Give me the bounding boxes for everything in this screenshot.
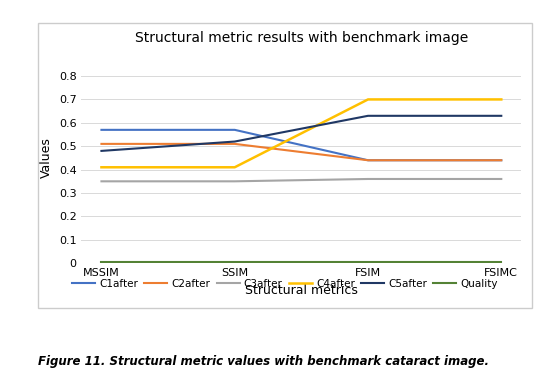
C4after <box>231 165 238 170</box>
X-axis label: Structural metrics: Structural metrics <box>245 284 358 297</box>
Quality <box>98 260 105 264</box>
C2after <box>498 158 504 162</box>
C2after <box>365 158 371 162</box>
C5after <box>231 139 238 144</box>
C3after <box>498 177 504 181</box>
Line: C5after: C5after <box>102 116 501 151</box>
C4after <box>98 165 105 170</box>
C1after <box>98 127 105 132</box>
Y-axis label: Values: Values <box>40 138 53 178</box>
Line: C1after: C1after <box>102 130 501 160</box>
Quality <box>365 260 371 264</box>
Text: Figure 11. Structural metric values with benchmark cataract image.: Figure 11. Structural metric values with… <box>38 355 489 368</box>
C5after <box>98 149 105 153</box>
Legend: C1after, C2after, C3after, C4after, C5after, Quality: C1after, C2after, C3after, C4after, C5af… <box>68 275 502 293</box>
Quality <box>231 260 238 264</box>
C1after <box>498 158 504 162</box>
C5after <box>365 114 371 118</box>
C2after <box>98 142 105 146</box>
C4after <box>498 97 504 102</box>
Line: C3after: C3after <box>102 179 501 181</box>
C2after <box>231 142 238 146</box>
Line: C2after: C2after <box>102 144 501 160</box>
C1after <box>231 127 238 132</box>
C3after <box>365 177 371 181</box>
C1after <box>365 158 371 162</box>
C4after <box>365 97 371 102</box>
Quality <box>498 260 504 264</box>
Line: C4after: C4after <box>102 99 501 167</box>
Title: Structural metric results with benchmark image: Structural metric results with benchmark… <box>135 30 468 44</box>
C3after <box>98 179 105 183</box>
C5after <box>498 114 504 118</box>
C3after <box>231 179 238 183</box>
